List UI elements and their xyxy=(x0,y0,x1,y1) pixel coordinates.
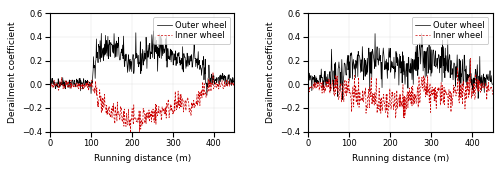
Outer wheel xyxy=(326,81,332,83)
Legend: Outer wheel, Inner wheel: Outer wheel, Inner wheel xyxy=(154,17,230,44)
X-axis label: Running distance (m): Running distance (m) xyxy=(94,154,191,163)
Y-axis label: Derailment coefficient: Derailment coefficient xyxy=(266,22,275,123)
Inner wheel xyxy=(68,81,73,84)
Line: Inner wheel: Inner wheel xyxy=(308,58,492,118)
Inner wheel xyxy=(232,86,237,89)
Inner wheel xyxy=(439,92,445,94)
Outer wheel xyxy=(336,61,342,63)
Outer wheel xyxy=(410,58,416,61)
Outer wheel xyxy=(204,94,210,97)
Outer wheel xyxy=(232,81,237,84)
Inner wheel xyxy=(210,71,216,74)
Inner wheel xyxy=(78,88,84,90)
Inner wheel xyxy=(468,57,473,59)
Line: Outer wheel: Outer wheel xyxy=(308,34,492,99)
Inner wheel xyxy=(336,98,342,100)
Outer wheel xyxy=(305,79,311,81)
Outer wheel xyxy=(152,58,158,60)
Outer wheel xyxy=(418,33,424,35)
Legend: Outer wheel, Inner wheel: Outer wheel, Inner wheel xyxy=(412,17,488,44)
Outer wheel xyxy=(230,82,235,84)
Outer wheel xyxy=(224,79,230,81)
Outer wheel xyxy=(490,83,496,86)
Outer wheel xyxy=(78,80,84,82)
Inner wheel xyxy=(490,93,496,96)
Inner wheel xyxy=(230,81,235,83)
Inner wheel xyxy=(224,85,230,88)
Inner wheel xyxy=(128,132,134,134)
Inner wheel xyxy=(152,121,158,124)
Inner wheel xyxy=(482,82,488,84)
Inner wheel xyxy=(181,106,187,108)
Inner wheel xyxy=(392,117,398,119)
Outer wheel xyxy=(181,52,187,55)
Outer wheel xyxy=(488,80,494,83)
Inner wheel xyxy=(305,80,311,83)
Outer wheel xyxy=(150,30,156,32)
Outer wheel xyxy=(340,98,345,101)
Outer wheel xyxy=(68,81,73,83)
Line: Inner wheel: Inner wheel xyxy=(50,72,234,133)
Line: Outer wheel: Outer wheel xyxy=(50,31,234,96)
X-axis label: Running distance (m): Running distance (m) xyxy=(352,154,449,163)
Inner wheel xyxy=(326,86,332,89)
Inner wheel xyxy=(410,85,416,87)
Outer wheel xyxy=(47,80,53,83)
Outer wheel xyxy=(482,77,488,80)
Inner wheel xyxy=(47,84,53,86)
Y-axis label: Derailment coefficient: Derailment coefficient xyxy=(8,22,16,123)
Inner wheel xyxy=(488,86,494,89)
Outer wheel xyxy=(440,39,446,42)
